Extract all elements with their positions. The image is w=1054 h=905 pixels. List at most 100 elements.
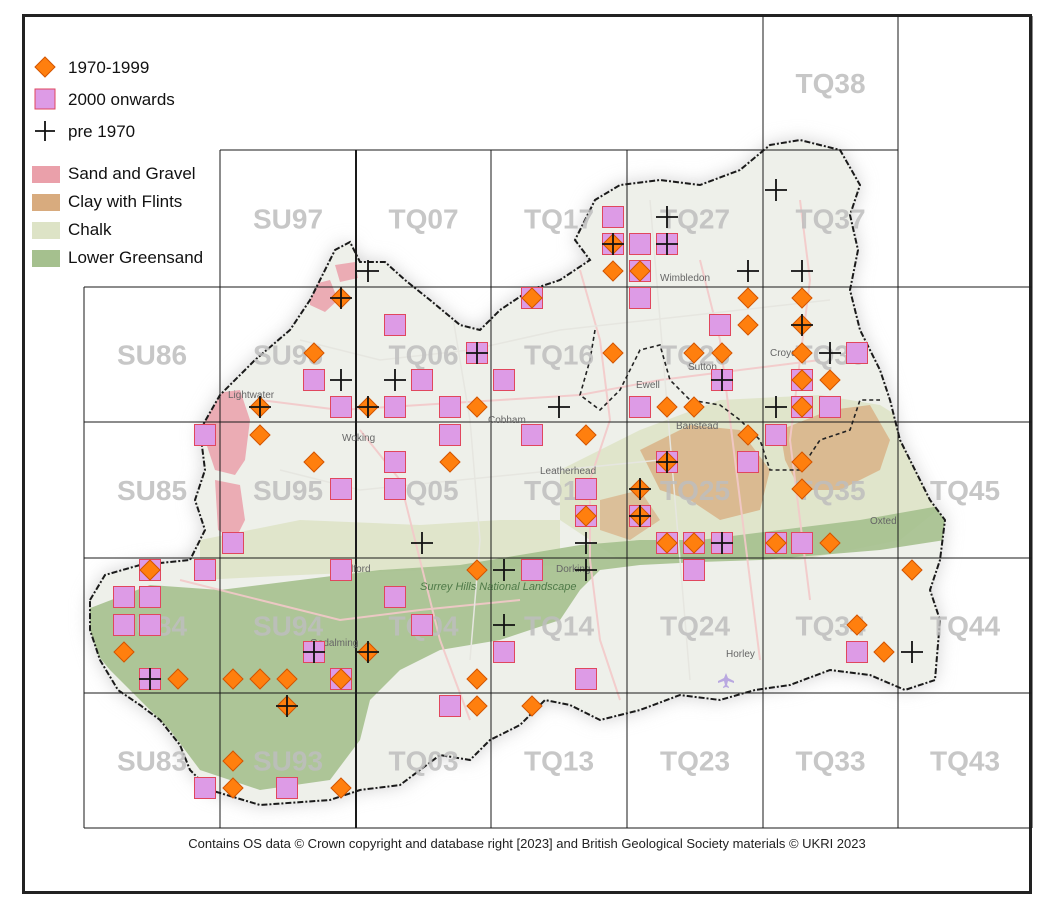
grid-label-su93: SU93 <box>253 746 323 777</box>
square-icon <box>34 88 56 110</box>
record-cross-pre-1970 <box>819 342 841 364</box>
record-square-2000-onwards <box>303 369 325 391</box>
record-cross-pre-1970 <box>656 206 678 228</box>
record-square-2000-onwards <box>439 396 461 418</box>
cross-icon <box>35 121 55 141</box>
place-dorking: Dorking <box>556 564 590 575</box>
chalk-swatch <box>32 222 60 239</box>
record-diamond-1970-1999 <box>575 424 597 446</box>
place-leatherhead: Leatherhead <box>540 466 596 477</box>
record-cross-pre-1970 <box>765 179 787 201</box>
record-diamond-1970-1999 <box>303 451 325 473</box>
legend-item-2000-onwards: 2000 onwards <box>32 84 232 116</box>
record-square-2000-onwards <box>493 641 515 663</box>
record-square-2000-onwards <box>222 532 244 554</box>
record-square-2000-onwards <box>629 233 651 255</box>
grid-label-tq33: TQ33 <box>795 746 865 777</box>
record-cross-pre-1970 <box>249 396 271 418</box>
record-square-2000-onwards <box>602 206 624 228</box>
record-square-2000-onwards <box>493 369 515 391</box>
record-diamond-1970-1999 <box>249 424 271 446</box>
record-cross-pre-1970 <box>575 559 597 581</box>
diamond-icon <box>34 56 56 78</box>
record-cross-pre-1970 <box>711 369 733 391</box>
record-square-2000-onwards <box>384 478 406 500</box>
records-1970-1999 <box>113 233 923 799</box>
record-square-2000-onwards <box>411 614 433 636</box>
record-diamond-1970-1999 <box>791 287 813 309</box>
lower-greensand-swatch <box>32 250 60 267</box>
legend-item-clay-flints: Clay with Flints <box>32 190 232 218</box>
record-cross-pre-1970 <box>411 532 433 554</box>
record-diamond-1970-1999 <box>629 260 651 282</box>
os-grid <box>83 16 1033 829</box>
record-square-2000-onwards <box>384 396 406 418</box>
clay-with-flints-area-east <box>780 405 890 490</box>
grid-label-tq06: TQ06 <box>388 340 458 371</box>
place-lightwater: Lightwater <box>228 390 275 401</box>
grid-label-su85: SU85 <box>117 475 187 506</box>
record-diamond-1970-1999 <box>683 396 705 418</box>
record-diamond-1970-1999 <box>330 777 352 799</box>
legend-label: Clay with Flints <box>68 192 183 211</box>
record-cross-pre-1970 <box>493 614 515 636</box>
grid-label-tq38: TQ38 <box>795 68 865 99</box>
grid-label-tq43: TQ43 <box>930 746 1000 777</box>
place-croydon: Croydon <box>770 348 808 359</box>
record-square-2000-onwards <box>709 314 731 336</box>
record-cross-pre-1970 <box>493 559 515 581</box>
grid-label-tq25: TQ25 <box>660 475 730 506</box>
record-diamond-1970-1999 <box>602 342 624 364</box>
district-boundary <box>579 329 880 471</box>
record-square-2000-onwards <box>330 478 352 500</box>
place-ewell: Ewell <box>636 380 660 391</box>
record-square-2000-onwards <box>521 559 543 581</box>
grid-label-tq23: TQ23 <box>660 746 730 777</box>
record-diamond-1970-1999 <box>466 695 488 717</box>
record-cross-pre-1970 <box>330 287 352 309</box>
legend-label: Sand and Gravel <box>68 164 196 183</box>
record-square-2000-onwards <box>846 342 868 364</box>
place-oxted: Oxted <box>870 516 897 527</box>
record-square-2000-onwards <box>819 396 841 418</box>
record-diamond-1970-1999 <box>139 559 161 581</box>
record-cross-pre-1970 <box>656 451 678 473</box>
record-square-2000-onwards <box>384 314 406 336</box>
record-diamond-1970-1999 <box>575 505 597 527</box>
legend-label: 2000 onwards <box>68 90 175 109</box>
record-diamond-1970-1999 <box>791 369 813 391</box>
record-square-2000-onwards <box>139 614 161 636</box>
legend-label: Lower Greensand <box>68 248 204 267</box>
record-diamond-1970-1999 <box>167 668 189 690</box>
record-cross-pre-1970 <box>765 396 787 418</box>
grid-label-tq37: TQ37 <box>795 204 865 235</box>
record-diamond-1970-1999 <box>330 668 352 690</box>
record-square-2000-onwards <box>575 478 597 500</box>
place-godalming: Godalming <box>310 638 358 649</box>
county-boundary <box>89 138 947 807</box>
record-cross-pre-1970 <box>357 641 379 663</box>
record-square-2000-onwards <box>384 586 406 608</box>
record-cross-pre-1970 <box>384 369 406 391</box>
grid-label-tq27: TQ27 <box>660 204 730 235</box>
record-cross-pre-1970 <box>357 260 379 282</box>
record-diamond-1970-1999 <box>276 668 298 690</box>
sand-gravel-area-3 <box>310 280 338 312</box>
record-cross-pre-1970 <box>711 532 733 554</box>
record-cross-pre-1970 <box>139 668 161 690</box>
record-square-2000-onwards <box>194 424 216 446</box>
grid-label-su97: SU97 <box>253 204 323 235</box>
record-diamond-1970-1999 <box>765 532 787 554</box>
record-square-2000-onwards <box>629 287 651 309</box>
record-cross-pre-1970 <box>276 695 298 717</box>
record-diamond-1970-1999 <box>737 287 759 309</box>
airport-icon <box>718 673 734 688</box>
record-square-2000-onwards <box>330 559 352 581</box>
record-square-2000-onwards <box>113 614 135 636</box>
record-cross-pre-1970 <box>602 233 624 255</box>
record-diamond-1970-1999 <box>113 641 135 663</box>
record-cross-pre-1970 <box>737 260 759 282</box>
record-cross-pre-1970 <box>357 396 379 418</box>
